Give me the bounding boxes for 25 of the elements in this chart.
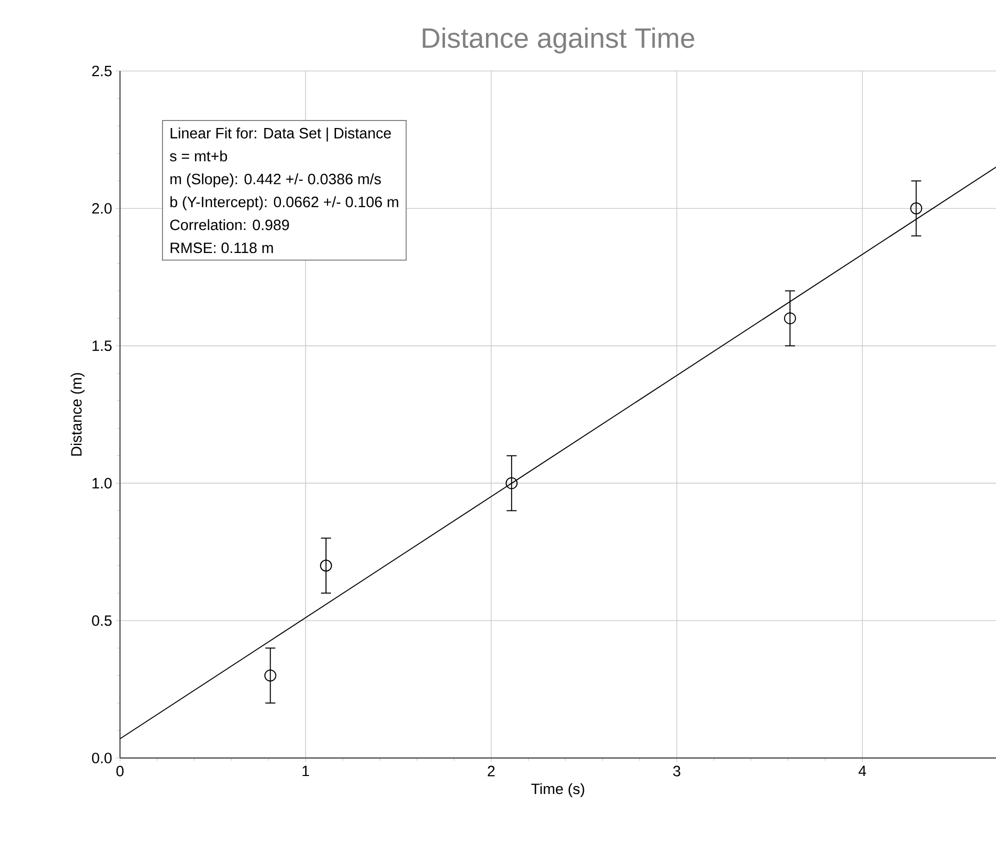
point xyxy=(910,202,922,214)
annotation: Correlation: 0.989 xyxy=(170,219,289,230)
y-tick-label: 2.5 xyxy=(92,66,112,76)
x-tick-label: 0 xyxy=(116,766,124,776)
x-tick-label: 2 xyxy=(488,766,495,776)
y-tick-label: 1.0 xyxy=(92,478,112,488)
annotation: RMSE: 0.118 m xyxy=(170,242,273,254)
annotation: s = mt+b xyxy=(170,150,228,162)
x-tick-label: 3 xyxy=(673,766,680,776)
x-axis-title: Time (s) xyxy=(531,783,584,798)
y-axis-title: Distance (m) xyxy=(70,373,85,456)
y-tick-label: 2.0 xyxy=(92,203,112,214)
annotation: b (Y-Intercept): 0.0662 +/- 0.106 m xyxy=(170,196,398,210)
chart-title: Distance against Time xyxy=(422,28,694,54)
annotation: m (Slope): 0.442 +/- 0.0386 m/s xyxy=(170,173,381,188)
point xyxy=(784,312,796,324)
y-tick-label: 0.0 xyxy=(92,752,112,764)
x-tick-label: 1 xyxy=(302,766,310,776)
y-tick-label: 0.5 xyxy=(92,615,112,626)
annotation: Linear Fit for: Data Set | Distance xyxy=(170,127,391,142)
point xyxy=(264,670,276,682)
point xyxy=(320,560,332,572)
point xyxy=(506,477,518,490)
x-tick-label: 4 xyxy=(858,766,866,776)
y-tick-label: 1.5 xyxy=(92,340,112,352)
